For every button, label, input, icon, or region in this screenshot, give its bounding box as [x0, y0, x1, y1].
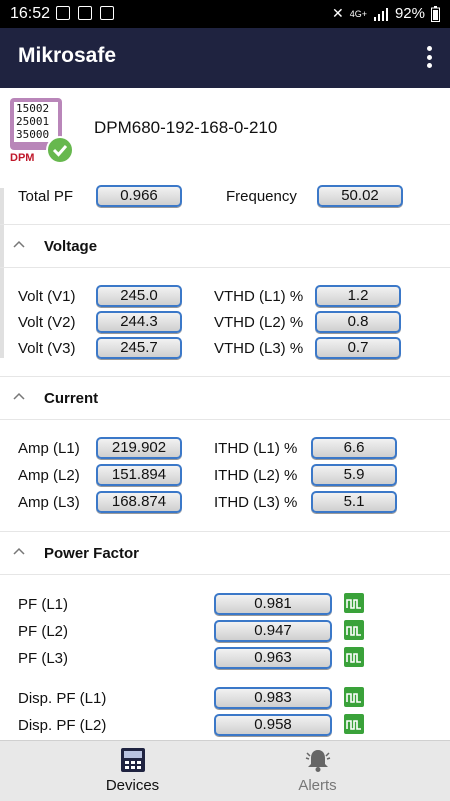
connected-check-icon	[46, 136, 74, 164]
nav-devices[interactable]: Devices	[20, 741, 245, 801]
waveform-icon[interactable]	[344, 620, 364, 640]
power-factor-section-header[interactable]: Power Factor	[0, 531, 450, 575]
volt-v2-label: Volt (V2)	[18, 314, 76, 331]
pf-l2-label: PF (L2)	[18, 623, 69, 640]
section-title: Voltage	[44, 238, 98, 255]
nav-devices-label: Devices	[105, 777, 160, 794]
bell-icon	[305, 750, 331, 772]
checkbox-icon	[100, 6, 114, 20]
dpm-screen: 15002 25001 35000	[14, 102, 58, 142]
vthd-l2-value: 0.8	[315, 311, 401, 333]
mute-icon: ✕	[331, 5, 344, 21]
disp-pf-l2-label: Disp. PF (L2)	[18, 717, 107, 734]
ithd-l2-label: ITHD (L2) %	[214, 467, 298, 484]
disp-pf-l2-value: 0.958	[214, 714, 332, 736]
ithd-l1-value: 6.6	[311, 437, 397, 459]
ithd-l2-value: 5.9	[311, 464, 397, 486]
amp-l3-label: Amp (L3)	[18, 494, 80, 511]
nav-alerts[interactable]: Alerts	[205, 741, 430, 801]
pf-l1-label: PF (L1)	[18, 596, 69, 613]
volt-v3-label: Volt (V3)	[18, 340, 76, 357]
signal-icon	[373, 7, 388, 21]
ithd-l1-label: ITHD (L1) %	[214, 440, 298, 457]
section-title: Current	[44, 390, 99, 407]
pf-l1-value: 0.981	[214, 593, 332, 615]
ithd-l3-label: ITHD (L3) %	[214, 494, 298, 511]
amp-l1-value: 219.902	[96, 437, 182, 459]
battery-icon	[431, 5, 440, 22]
app-bar: Mikrosafe	[0, 28, 450, 88]
chevron-up-icon	[13, 392, 25, 400]
overflow-menu-icon[interactable]	[426, 46, 432, 68]
devices-icon	[121, 748, 145, 772]
voltage-section-header[interactable]: Voltage	[0, 224, 450, 268]
vthd-l3-value: 0.7	[315, 337, 401, 359]
waveform-icon[interactable]	[344, 687, 364, 707]
device-detail[interactable]: 15002 25001 35000 DPM DPM680-192-168-0-2…	[0, 88, 450, 740]
notification-icons	[56, 6, 114, 20]
voicemail-icon	[78, 6, 92, 20]
volt-v2-value: 244.3	[96, 311, 182, 333]
chevron-up-icon	[13, 547, 25, 555]
disp-pf-l1-value: 0.983	[214, 687, 332, 709]
network-type: 4G+	[349, 8, 367, 19]
vthd-l3-label: VTHD (L3) %	[214, 340, 304, 357]
vthd-l2-label: VTHD (L2) %	[214, 314, 304, 331]
scroll-indicator	[0, 188, 4, 358]
volt-v1-label: Volt (V1)	[18, 288, 76, 305]
waveform-icon[interactable]	[344, 593, 364, 613]
nav-alerts-label: Alerts	[298, 777, 337, 794]
frequency-value: 50.02	[317, 185, 403, 207]
bottom-navigation: Devices Alerts	[0, 740, 450, 801]
total-pf-label: Total PF	[18, 188, 74, 205]
current-section-header[interactable]: Current	[0, 376, 450, 420]
app-title: Mikrosafe	[18, 44, 117, 67]
waveform-icon[interactable]	[344, 714, 364, 734]
amp-l2-value: 151.894	[96, 464, 182, 486]
battery-percent: 92%	[394, 5, 425, 22]
chevron-up-icon	[13, 240, 25, 248]
vthd-l1-label: VTHD (L1) %	[214, 288, 304, 305]
section-title: Power Factor	[44, 545, 140, 562]
vthd-l1-value: 1.2	[315, 285, 401, 307]
pf-l3-label: PF (L3)	[18, 650, 69, 667]
amp-l2-label: Amp (L2)	[18, 467, 80, 484]
device-name: DPM680-192-168-0-210	[94, 118, 278, 137]
waveform-icon[interactable]	[344, 647, 364, 667]
dpm-icon-label: DPM	[10, 152, 35, 164]
status-bar: 16:52 ✕ 4G+ 92%	[0, 0, 450, 28]
frequency-label: Frequency	[226, 188, 297, 205]
volt-v1-value: 245.0	[96, 285, 182, 307]
amp-l3-value: 168.874	[96, 491, 182, 513]
disp-pf-l1-label: Disp. PF (L1)	[18, 690, 107, 707]
image-icon	[56, 6, 70, 20]
ithd-l3-value: 5.1	[311, 491, 397, 513]
volt-v3-value: 245.7	[96, 337, 182, 359]
amp-l1-label: Amp (L1)	[18, 440, 80, 457]
status-time: 16:52	[10, 5, 51, 22]
pf-l2-value: 0.947	[214, 620, 332, 642]
total-pf-value: 0.966	[96, 185, 182, 207]
pf-l3-value: 0.963	[214, 647, 332, 669]
